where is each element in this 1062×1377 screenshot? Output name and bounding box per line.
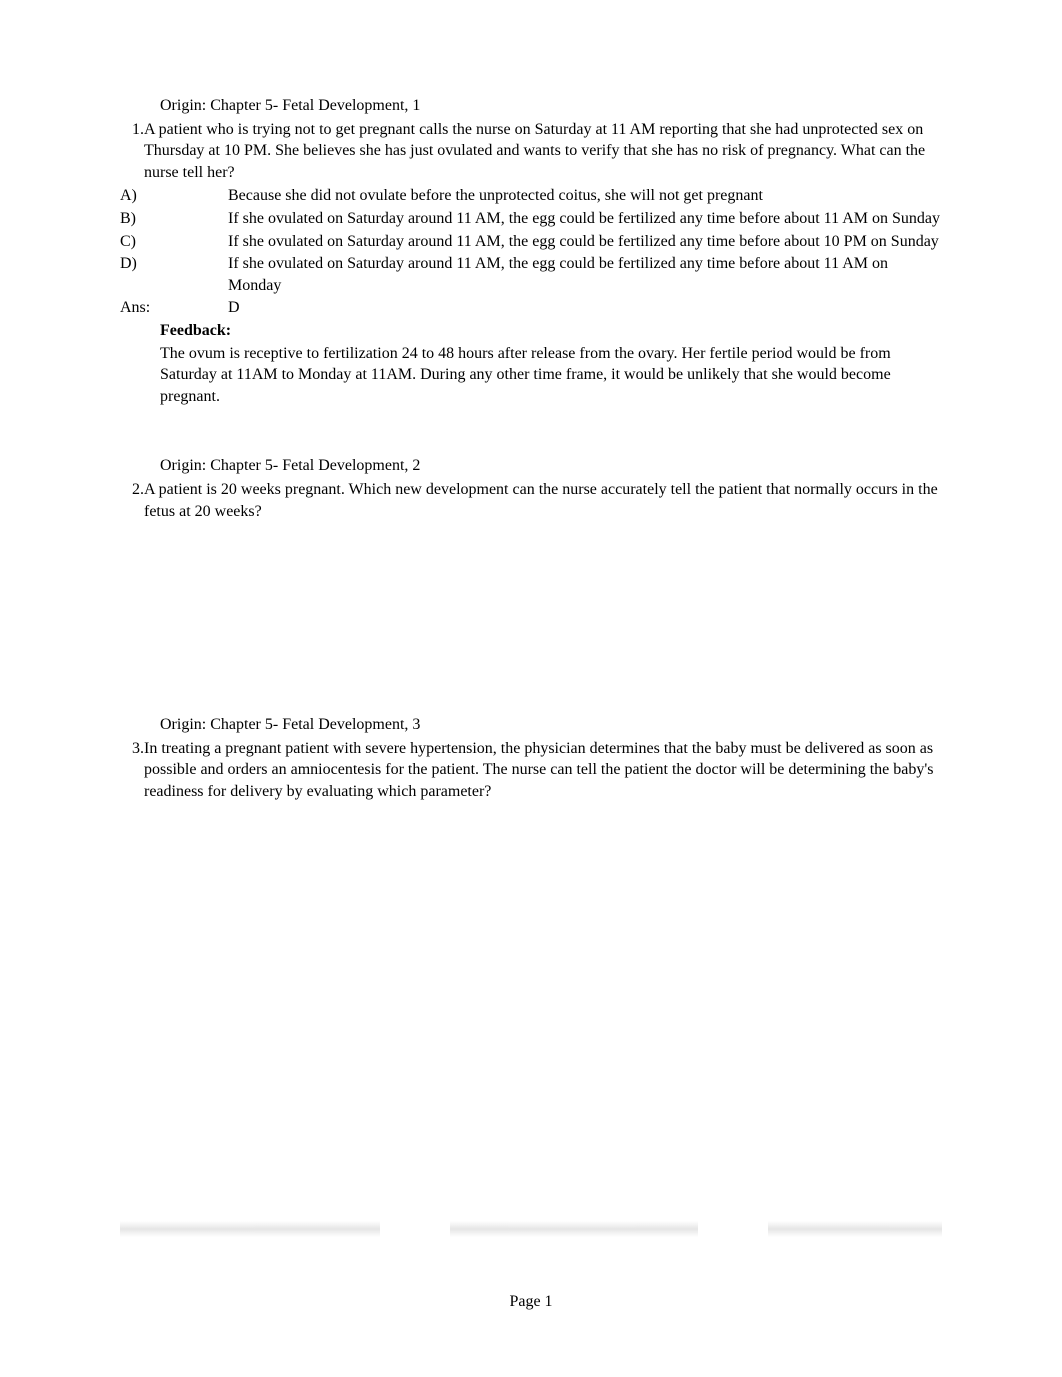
question-stem: 1. A patient who is trying not to get pr… [120,119,942,184]
question-text: In treating a pregnant patient with seve… [144,738,942,803]
answer-value: D [228,297,240,319]
option-row-a: A) Because she did not ovulate before th… [120,185,942,207]
feedback-text: The ovum is receptive to fertilization 2… [160,343,942,408]
option-row-d: D) If she ovulated on Saturday around 11… [120,253,942,296]
spacer [120,544,942,714]
question-number: 2. [120,479,144,522]
option-text: If she ovulated on Saturday around 11 AM… [228,253,942,296]
origin-line: Origin: Chapter 5- Fetal Development, 1 [160,95,942,117]
question-number: 1. [120,119,144,184]
decorative-gradient-bar [120,1221,942,1237]
feedback-block: Feedback: The ovum is receptive to ferti… [160,320,942,407]
page-number: Page 1 [0,1291,1062,1313]
answer-row: Ans: D [120,297,942,319]
question-block-3: Origin: Chapter 5- Fetal Development, 3 … [120,714,942,802]
origin-line: Origin: Chapter 5- Fetal Development, 2 [160,455,942,477]
option-row-b: B) If she ovulated on Saturday around 11… [120,208,942,230]
question-text: A patient is 20 weeks pregnant. Which ne… [144,479,942,522]
spacer [120,429,942,455]
question-block-1: Origin: Chapter 5- Fetal Development, 1 … [120,95,942,407]
option-text: Because she did not ovulate before the u… [228,185,942,207]
option-letter: C) [120,231,228,253]
question-number: 3. [120,738,144,803]
option-letter: D) [120,253,228,296]
option-text: If she ovulated on Saturday around 11 AM… [228,208,942,230]
option-text: If she ovulated on Saturday around 11 AM… [228,231,942,253]
question-stem: 3. In treating a pregnant patient with s… [120,738,942,803]
feedback-title: Feedback: [160,320,942,342]
question-block-2: Origin: Chapter 5- Fetal Development, 2 … [120,455,942,522]
option-letter: B) [120,208,228,230]
question-text: A patient who is trying not to get pregn… [144,119,942,184]
question-stem: 2. A patient is 20 weeks pregnant. Which… [120,479,942,522]
answer-label: Ans: [120,297,228,319]
origin-line: Origin: Chapter 5- Fetal Development, 3 [160,714,942,736]
option-letter: A) [120,185,228,207]
option-row-c: C) If she ovulated on Saturday around 11… [120,231,942,253]
